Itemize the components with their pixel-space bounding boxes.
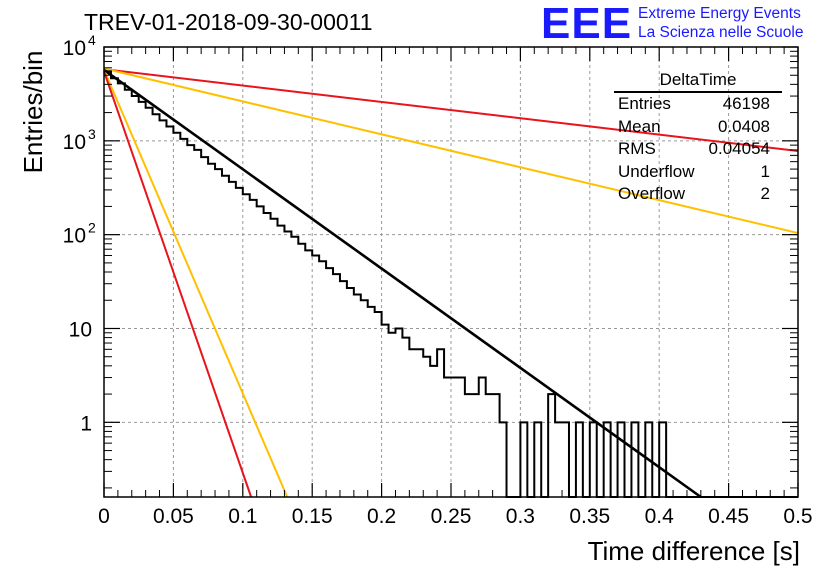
eee-logo: EEE bbox=[541, 0, 633, 48]
y-tick-label: 10 bbox=[63, 225, 86, 248]
x-tick-label: 0.45 bbox=[708, 505, 749, 528]
x-tick-label: 0.1 bbox=[228, 505, 257, 528]
black-exponential-curve bbox=[103, 68, 702, 499]
stats-label: Overflow bbox=[618, 184, 686, 203]
stats-value: 2 bbox=[760, 184, 770, 203]
stats-label: Entries bbox=[618, 94, 671, 113]
stats-box-title: DeltaTime bbox=[614, 70, 782, 93]
x-tick-label: 0.05 bbox=[153, 505, 194, 528]
stats-value: 0.0408 bbox=[718, 116, 770, 136]
logo-line-2: La Scienza nelle Scuole bbox=[638, 24, 804, 41]
x-tick-label: 0.4 bbox=[645, 505, 675, 528]
yellow-exponential-curve bbox=[103, 67, 799, 235]
y-axis-label: Entries/bin bbox=[18, 51, 48, 174]
x-tick-label: 0.35 bbox=[569, 505, 610, 528]
y-tick-label: 1 bbox=[80, 412, 92, 435]
x-tick-label: 0 bbox=[98, 505, 110, 528]
yellow-exponential-curve bbox=[103, 69, 289, 498]
stats-row-underflow: Underflow 1 bbox=[610, 161, 778, 184]
stats-label: Underflow bbox=[618, 161, 695, 181]
red-exponential-curve bbox=[103, 71, 253, 498]
y-tick-exponent: 2 bbox=[88, 220, 96, 236]
grid-lines bbox=[104, 47, 798, 497]
x-axis-label: Time difference [s] bbox=[588, 536, 800, 566]
histogram-series bbox=[104, 70, 798, 498]
stats-value: 46198 bbox=[722, 94, 770, 113]
x-tick-label: 0.2 bbox=[367, 505, 396, 528]
stats-row-entries: Entries 46198 bbox=[610, 93, 778, 116]
plot-title: TREV-01-2018-09-30-00011 bbox=[84, 9, 373, 35]
stats-row-overflow: Overflow 2 bbox=[610, 183, 778, 206]
stats-value: 0.04054 bbox=[708, 139, 770, 158]
x-tick-label: 0.3 bbox=[506, 505, 535, 528]
stats-row-rms: RMS 0.04054 bbox=[610, 138, 778, 161]
x-axis-ticks: 0 0.05 0.1 0.15 0.2 0.25 0.3 0.35 0.4 0.45 0.5 bbox=[98, 47, 813, 528]
stats-label: Mean bbox=[618, 116, 661, 136]
y-tick-label: 10 bbox=[63, 131, 86, 154]
fit-curves bbox=[103, 67, 799, 499]
x-tick-label: 0.5 bbox=[783, 505, 812, 528]
y-tick-exponent: 4 bbox=[88, 32, 96, 48]
red-exponential-curve bbox=[103, 68, 799, 152]
x-tick-label: 0.25 bbox=[431, 505, 472, 528]
y-tick-label: 10 bbox=[63, 37, 86, 60]
logo-caption: Extreme Energy Events La Scienza nelle S… bbox=[638, 4, 803, 42]
stats-row-mean: Mean 0.0408 bbox=[610, 116, 778, 139]
y-tick-exponent: 3 bbox=[88, 126, 96, 142]
x-tick-label: 0.15 bbox=[292, 505, 333, 528]
logo-line-1: Extreme Energy Events bbox=[638, 5, 801, 22]
stats-box: DeltaTime Entries 46198 Mean 0.0408 RMS … bbox=[610, 70, 782, 206]
stats-value: 1 bbox=[760, 161, 770, 181]
stats-label: RMS bbox=[618, 139, 656, 158]
y-tick-label: 10 bbox=[69, 318, 92, 341]
